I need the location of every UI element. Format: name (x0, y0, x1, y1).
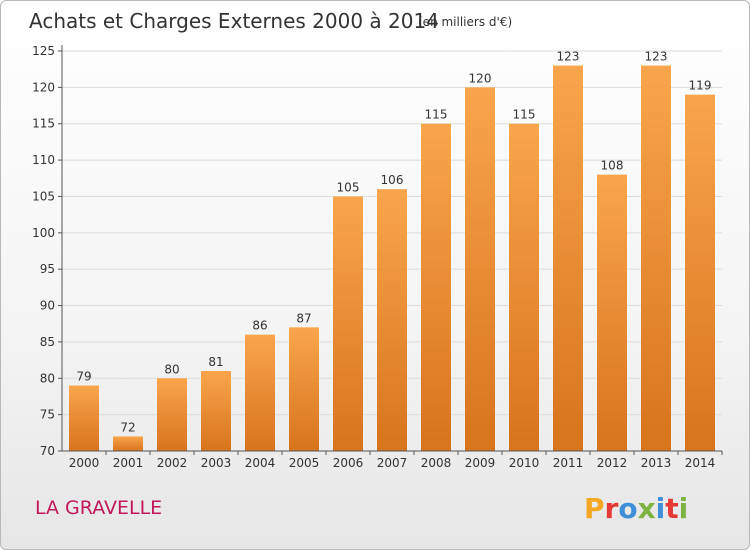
bar-2006 (333, 196, 363, 451)
y-tick-label: 105 (32, 189, 55, 203)
bar-2007 (377, 189, 407, 451)
bar-value-label: 80 (164, 362, 179, 376)
y-tick-label: 70 (40, 444, 55, 458)
logo-letter: P (584, 492, 605, 525)
bar-value-label: 87 (296, 311, 311, 325)
logo-letter: o (618, 492, 637, 525)
y-tick-label: 125 (32, 44, 55, 58)
y-tick-label: 100 (32, 226, 55, 240)
bar-2000 (69, 385, 99, 451)
bar-2004 (245, 334, 275, 451)
y-tick-label: 115 (32, 117, 55, 131)
x-tick-label: 2014 (685, 456, 716, 470)
logo-letter: i (679, 492, 689, 525)
bar-2005 (289, 327, 319, 451)
bar-2001 (113, 436, 143, 451)
x-tick-label: 2008 (421, 456, 452, 470)
bar-value-label: 81 (208, 355, 223, 369)
chart-title: Achats et Charges Externes 2000 à 2014 (29, 9, 439, 33)
x-tick-label: 2005 (289, 456, 320, 470)
bar-2009 (465, 87, 495, 451)
bar-value-label: 119 (689, 79, 712, 93)
x-tick-label: 2012 (597, 456, 628, 470)
y-tick-label: 75 (40, 408, 55, 422)
bar-value-label: 115 (513, 108, 536, 122)
bar-value-label: 123 (645, 50, 668, 64)
y-tick-label: 95 (40, 262, 55, 276)
x-tick-label: 2009 (465, 456, 496, 470)
logo-letter: x (638, 492, 656, 525)
y-tick-label: 80 (40, 371, 55, 385)
bar-2014 (685, 94, 715, 452)
bar-2003 (201, 371, 231, 451)
bar-2013 (641, 65, 671, 451)
bar-value-label: 108 (601, 159, 624, 173)
x-tick-label: 2002 (157, 456, 188, 470)
axes: 70 75 80 85 90 95 100 105 110 115 120 125 2000 2001 20… (32, 44, 723, 470)
x-tick-label: 2007 (377, 456, 408, 470)
x-tick-label: 2001 (113, 456, 144, 470)
bar-value-label: 115 (425, 108, 448, 122)
bars: 79 72 80 81 86 87 105 106 115 120 115 123 108 123 119 (69, 50, 715, 452)
x-tick-label: 2000 (69, 456, 100, 470)
x-tick-label: 2006 (333, 456, 364, 470)
bar-value-label: 105 (337, 180, 360, 194)
bar-2011 (553, 65, 583, 451)
chart-unit: (en milliers d'€) (418, 15, 512, 29)
x-tick-label: 2010 (509, 456, 540, 470)
y-tick-label: 120 (32, 80, 55, 94)
bar-value-label: 106 (381, 173, 404, 187)
logo-letter: i (656, 492, 666, 525)
x-tick-label: 2013 (641, 456, 672, 470)
x-tick-label: 2004 (245, 456, 276, 470)
logo-letter: t (665, 492, 678, 525)
bar-2010 (509, 123, 539, 452)
x-tick-label: 2003 (201, 456, 232, 470)
bar-value-label: 79 (76, 370, 91, 384)
proxiti-logo: Proxiti (584, 492, 688, 525)
bar-value-label: 123 (557, 50, 580, 64)
bar-value-label: 72 (120, 420, 135, 434)
y-tick-label: 110 (32, 153, 55, 167)
bar-value-label: 120 (469, 71, 492, 85)
bar-value-label: 86 (252, 319, 267, 333)
commune-name: LA GRAVELLE (35, 497, 162, 519)
logo-letter: r (605, 492, 619, 525)
bar-2002 (157, 378, 187, 451)
bar-2008 (421, 123, 451, 452)
x-tick-label: 2011 (553, 456, 584, 470)
bar-2012 (597, 174, 627, 452)
y-tick-label: 90 (40, 299, 55, 313)
y-tick-label: 85 (40, 335, 55, 349)
